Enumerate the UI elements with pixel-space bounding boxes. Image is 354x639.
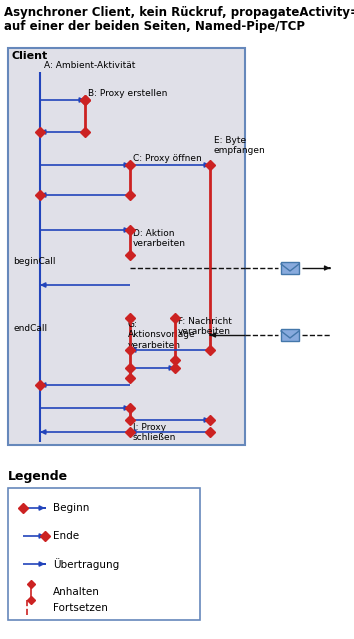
Text: Legende: Legende [8,470,68,483]
Text: G:
Aktionsvorlage
verarbeiten: G: Aktionsvorlage verarbeiten [128,320,196,350]
Text: Fortsetzen: Fortsetzen [53,603,108,613]
Text: Beginn: Beginn [53,503,89,513]
FancyBboxPatch shape [281,262,299,274]
Text: A: Ambient-Aktivität: A: Ambient-Aktivität [44,61,135,70]
Text: F: Nachricht
verarbeiten: F: Nachricht verarbeiten [178,317,232,336]
FancyBboxPatch shape [281,329,299,341]
Text: endCall: endCall [13,324,47,333]
Text: Ende: Ende [53,531,79,541]
Text: Client: Client [12,51,48,61]
Text: Übertragung: Übertragung [53,558,119,570]
Text: I: Proxy
schließen: I: Proxy schließen [133,423,176,442]
Text: beginCall: beginCall [13,257,56,266]
FancyBboxPatch shape [8,488,200,620]
Text: auf einer der beiden Seiten, Named-Pipe/TCP: auf einer der beiden Seiten, Named-Pipe/… [4,20,305,33]
FancyBboxPatch shape [8,48,245,445]
Text: D: Aktion
verarbeiten: D: Aktion verarbeiten [133,229,186,249]
Text: C: Proxy öffnen: C: Proxy öffnen [133,154,202,163]
Text: E: Byte
empfangen: E: Byte empfangen [214,135,266,155]
Text: B: Proxy erstellen: B: Proxy erstellen [88,89,167,98]
Text: Anhalten: Anhalten [53,587,100,597]
Text: Asynchroner Client, kein Rückruf, propagateActivity=false: Asynchroner Client, kein Rückruf, propag… [4,6,354,19]
